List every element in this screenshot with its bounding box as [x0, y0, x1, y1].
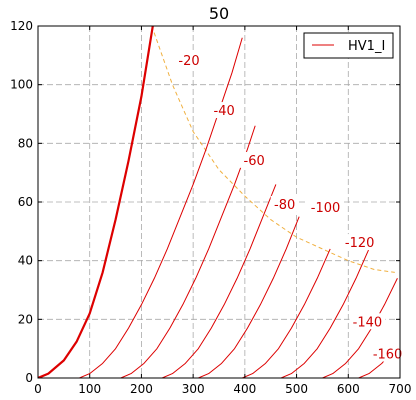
load-line [151, 25, 395, 273]
chart-title: 50 [209, 4, 229, 23]
curve-label-bg [307, 198, 344, 215]
curve-label-bg [175, 52, 204, 69]
curve-label-bg [210, 102, 239, 119]
curve-label-text: -20 [178, 54, 199, 69]
x-tick-label: 300 [182, 382, 205, 396]
y-tick-label: 100 [10, 78, 33, 92]
curve-label: -20 [175, 52, 204, 69]
axis-ticks: 0 100 200 300 400 500 600 700 0 20 40 60 80 100 120 [10, 19, 411, 396]
x-tick-label: 600 [337, 382, 360, 396]
x-tick-label: 200 [130, 382, 153, 396]
curve-label-bg [369, 345, 406, 362]
curve-label-bg [270, 195, 299, 212]
x-tick-label: 0 [34, 382, 42, 396]
x-tick-label: 700 [389, 382, 412, 396]
curve-label-bg [240, 151, 269, 168]
curve-neg60 [161, 184, 277, 378]
x-tick-label: 500 [285, 382, 308, 396]
curve-neg140 [322, 278, 398, 378]
load-line-path [151, 25, 395, 273]
curve-neg120 [280, 248, 370, 378]
curve-label-text: -160 [373, 348, 403, 363]
curve-neg40 [120, 125, 256, 378]
curve-label-text: -80 [274, 198, 295, 213]
y-tick-label: 80 [18, 136, 33, 150]
curve-label-text: -120 [345, 236, 375, 251]
legend-entry-label: HV1_I [348, 39, 385, 54]
y-tick-label: 0 [25, 371, 33, 385]
legend: HV1_I [303, 32, 394, 59]
plate-curves [38, 26, 398, 378]
curve-label: -160 [369, 345, 406, 363]
curve-label-text: -100 [311, 201, 341, 216]
curve-neg100 [242, 248, 331, 378]
curve-label: -140 [349, 313, 386, 330]
curve-labels: -20 -40 -60 -80 -100 -120 -140 -160 [175, 52, 406, 363]
curve-label: -120 [341, 234, 378, 251]
x-tick-label: 100 [78, 382, 101, 396]
y-tick-label: 40 [18, 254, 33, 268]
curve-label-bg [341, 234, 378, 251]
curve-label-text: -60 [244, 154, 265, 169]
y-tick-label: 120 [10, 19, 33, 33]
curve-label-text: -40 [214, 104, 235, 119]
y-tick-label: 20 [18, 312, 33, 326]
curve-label-bg [349, 313, 386, 330]
y-tick-label: 60 [18, 195, 33, 209]
curve-label: -80 [270, 195, 299, 213]
x-tick-label: 400 [233, 382, 256, 396]
curve-label-text: -140 [353, 315, 383, 330]
curve-label: -60 [240, 151, 269, 169]
curve-label: -40 [210, 102, 239, 119]
curve-label: -100 [307, 198, 344, 216]
curve-neg80 [198, 216, 300, 378]
curve-zero [38, 26, 154, 378]
